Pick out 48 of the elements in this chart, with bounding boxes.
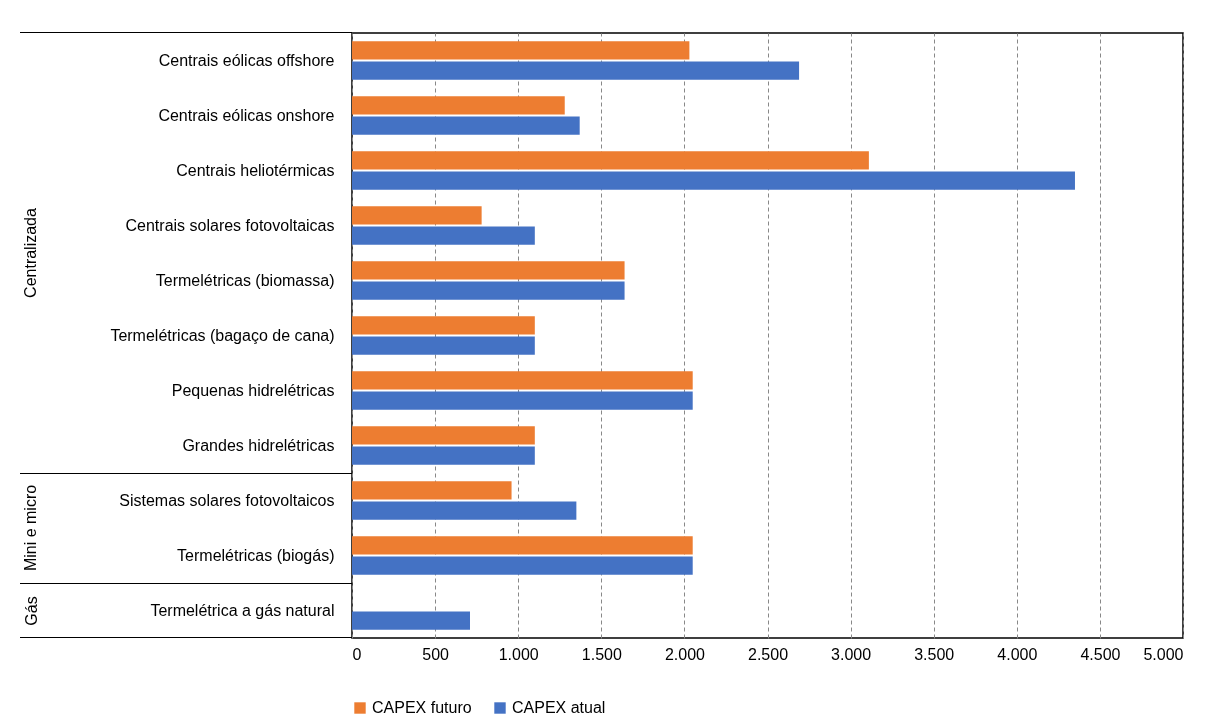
legend-label: CAPEX futuro xyxy=(372,699,472,716)
x-tick-label: 500 xyxy=(422,645,450,663)
bar xyxy=(352,371,693,390)
y-tick-label: Termelétrica a gás natural xyxy=(150,601,335,619)
bar xyxy=(352,226,535,245)
x-tick-label: 1.500 xyxy=(581,645,622,663)
x-tick-label: 2.000 xyxy=(664,645,706,663)
y-tick-label: Termelétricas (biomassa) xyxy=(155,271,335,289)
y-tick-label: Centrais eólicas offshore xyxy=(158,51,335,69)
bar xyxy=(352,446,535,465)
y-tick-label: Pequenas hidrelétricas xyxy=(171,381,335,399)
text: Mini e micro xyxy=(22,484,41,572)
bar xyxy=(352,171,1075,190)
y-tick-label: Centrais heliotérmicas xyxy=(176,161,335,179)
bar xyxy=(352,536,693,555)
bar xyxy=(352,151,869,170)
y-tick-label: Termelétricas (biogás) xyxy=(177,546,335,564)
x-tick-label: 4.000 xyxy=(997,645,1038,663)
y-tick-label: Termelétricas (bagaço de cana) xyxy=(110,326,335,344)
bar xyxy=(352,336,535,355)
text: Gás xyxy=(22,595,41,626)
y-tick-label: Sistemas solares fotovoltaicos xyxy=(119,491,335,509)
bar xyxy=(352,316,535,335)
bar xyxy=(352,556,693,575)
bar xyxy=(352,116,580,135)
bar xyxy=(352,481,512,500)
y-tick-label: Grandes hidrelétricas xyxy=(182,436,335,454)
bar xyxy=(352,501,577,520)
x-tick-label: 3.000 xyxy=(831,645,872,663)
bar xyxy=(352,206,482,225)
bar xyxy=(352,611,470,630)
bar xyxy=(352,96,565,115)
x-tick-label: 5.000 xyxy=(1143,645,1184,663)
bar xyxy=(352,261,625,280)
bar xyxy=(352,281,625,300)
text: Centralizada xyxy=(21,208,40,298)
x-tick-label: 4.500 xyxy=(1080,645,1121,663)
x-tick-label: 2.500 xyxy=(747,645,789,663)
bar xyxy=(352,426,535,445)
x-tick-label: 3.500 xyxy=(914,645,955,663)
bar xyxy=(352,61,800,80)
x-tick-label: 1.000 xyxy=(498,645,539,663)
bar xyxy=(352,391,693,410)
y-tick-label: Centrais solares fotovoltaicas xyxy=(125,216,335,234)
x-tick-label: 0 xyxy=(352,645,362,663)
bar xyxy=(352,41,690,60)
legend-label: CAPEX atual xyxy=(512,699,606,716)
y-tick-label: Centrais eólicas onshore xyxy=(158,106,335,124)
